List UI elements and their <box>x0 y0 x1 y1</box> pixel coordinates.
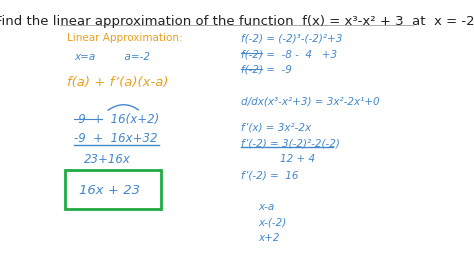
Text: d/dx(x³-x²+3) = 3x²-2x¹+0: d/dx(x³-x²+3) = 3x²-2x¹+0 <box>240 96 379 106</box>
Text: Find the linear approximation of the function  f(x) = x³-x² + 3  at  x = -2.: Find the linear approximation of the fun… <box>0 15 474 28</box>
Text: x-(-2): x-(-2) <box>258 218 287 227</box>
Text: f(-2) = (-2)³-(-2)²+3: f(-2) = (-2)³-(-2)²+3 <box>240 33 342 43</box>
Text: f(-2) =  -9: f(-2) = -9 <box>240 65 292 75</box>
FancyArrowPatch shape <box>108 105 138 110</box>
Text: Linear Approximation:: Linear Approximation: <box>67 33 182 43</box>
Text: 23+16x: 23+16x <box>84 153 131 166</box>
Text: f(a) + f’(a)(x-a): f(a) + f’(a)(x-a) <box>67 77 168 89</box>
Text: f’(x) = 3x²-2x: f’(x) = 3x²-2x <box>240 123 310 133</box>
Text: x-a: x-a <box>258 202 274 212</box>
Text: -9  +  16(x+2): -9 + 16(x+2) <box>74 113 159 126</box>
Text: 12 + 4: 12 + 4 <box>280 154 315 164</box>
Text: f’(-2) =  16: f’(-2) = 16 <box>240 170 298 180</box>
Text: f’(-2) = 3(-2)²-2(-2): f’(-2) = 3(-2)²-2(-2) <box>240 139 339 148</box>
Text: f(-2) =  -8 -  4   +3: f(-2) = -8 - 4 +3 <box>240 49 337 59</box>
Text: 16x + 23: 16x + 23 <box>79 184 140 197</box>
Text: x+2: x+2 <box>258 233 280 243</box>
Text: -9  +  16x+32: -9 + 16x+32 <box>74 132 157 145</box>
Text: x=a         a=-2: x=a a=-2 <box>74 52 150 62</box>
